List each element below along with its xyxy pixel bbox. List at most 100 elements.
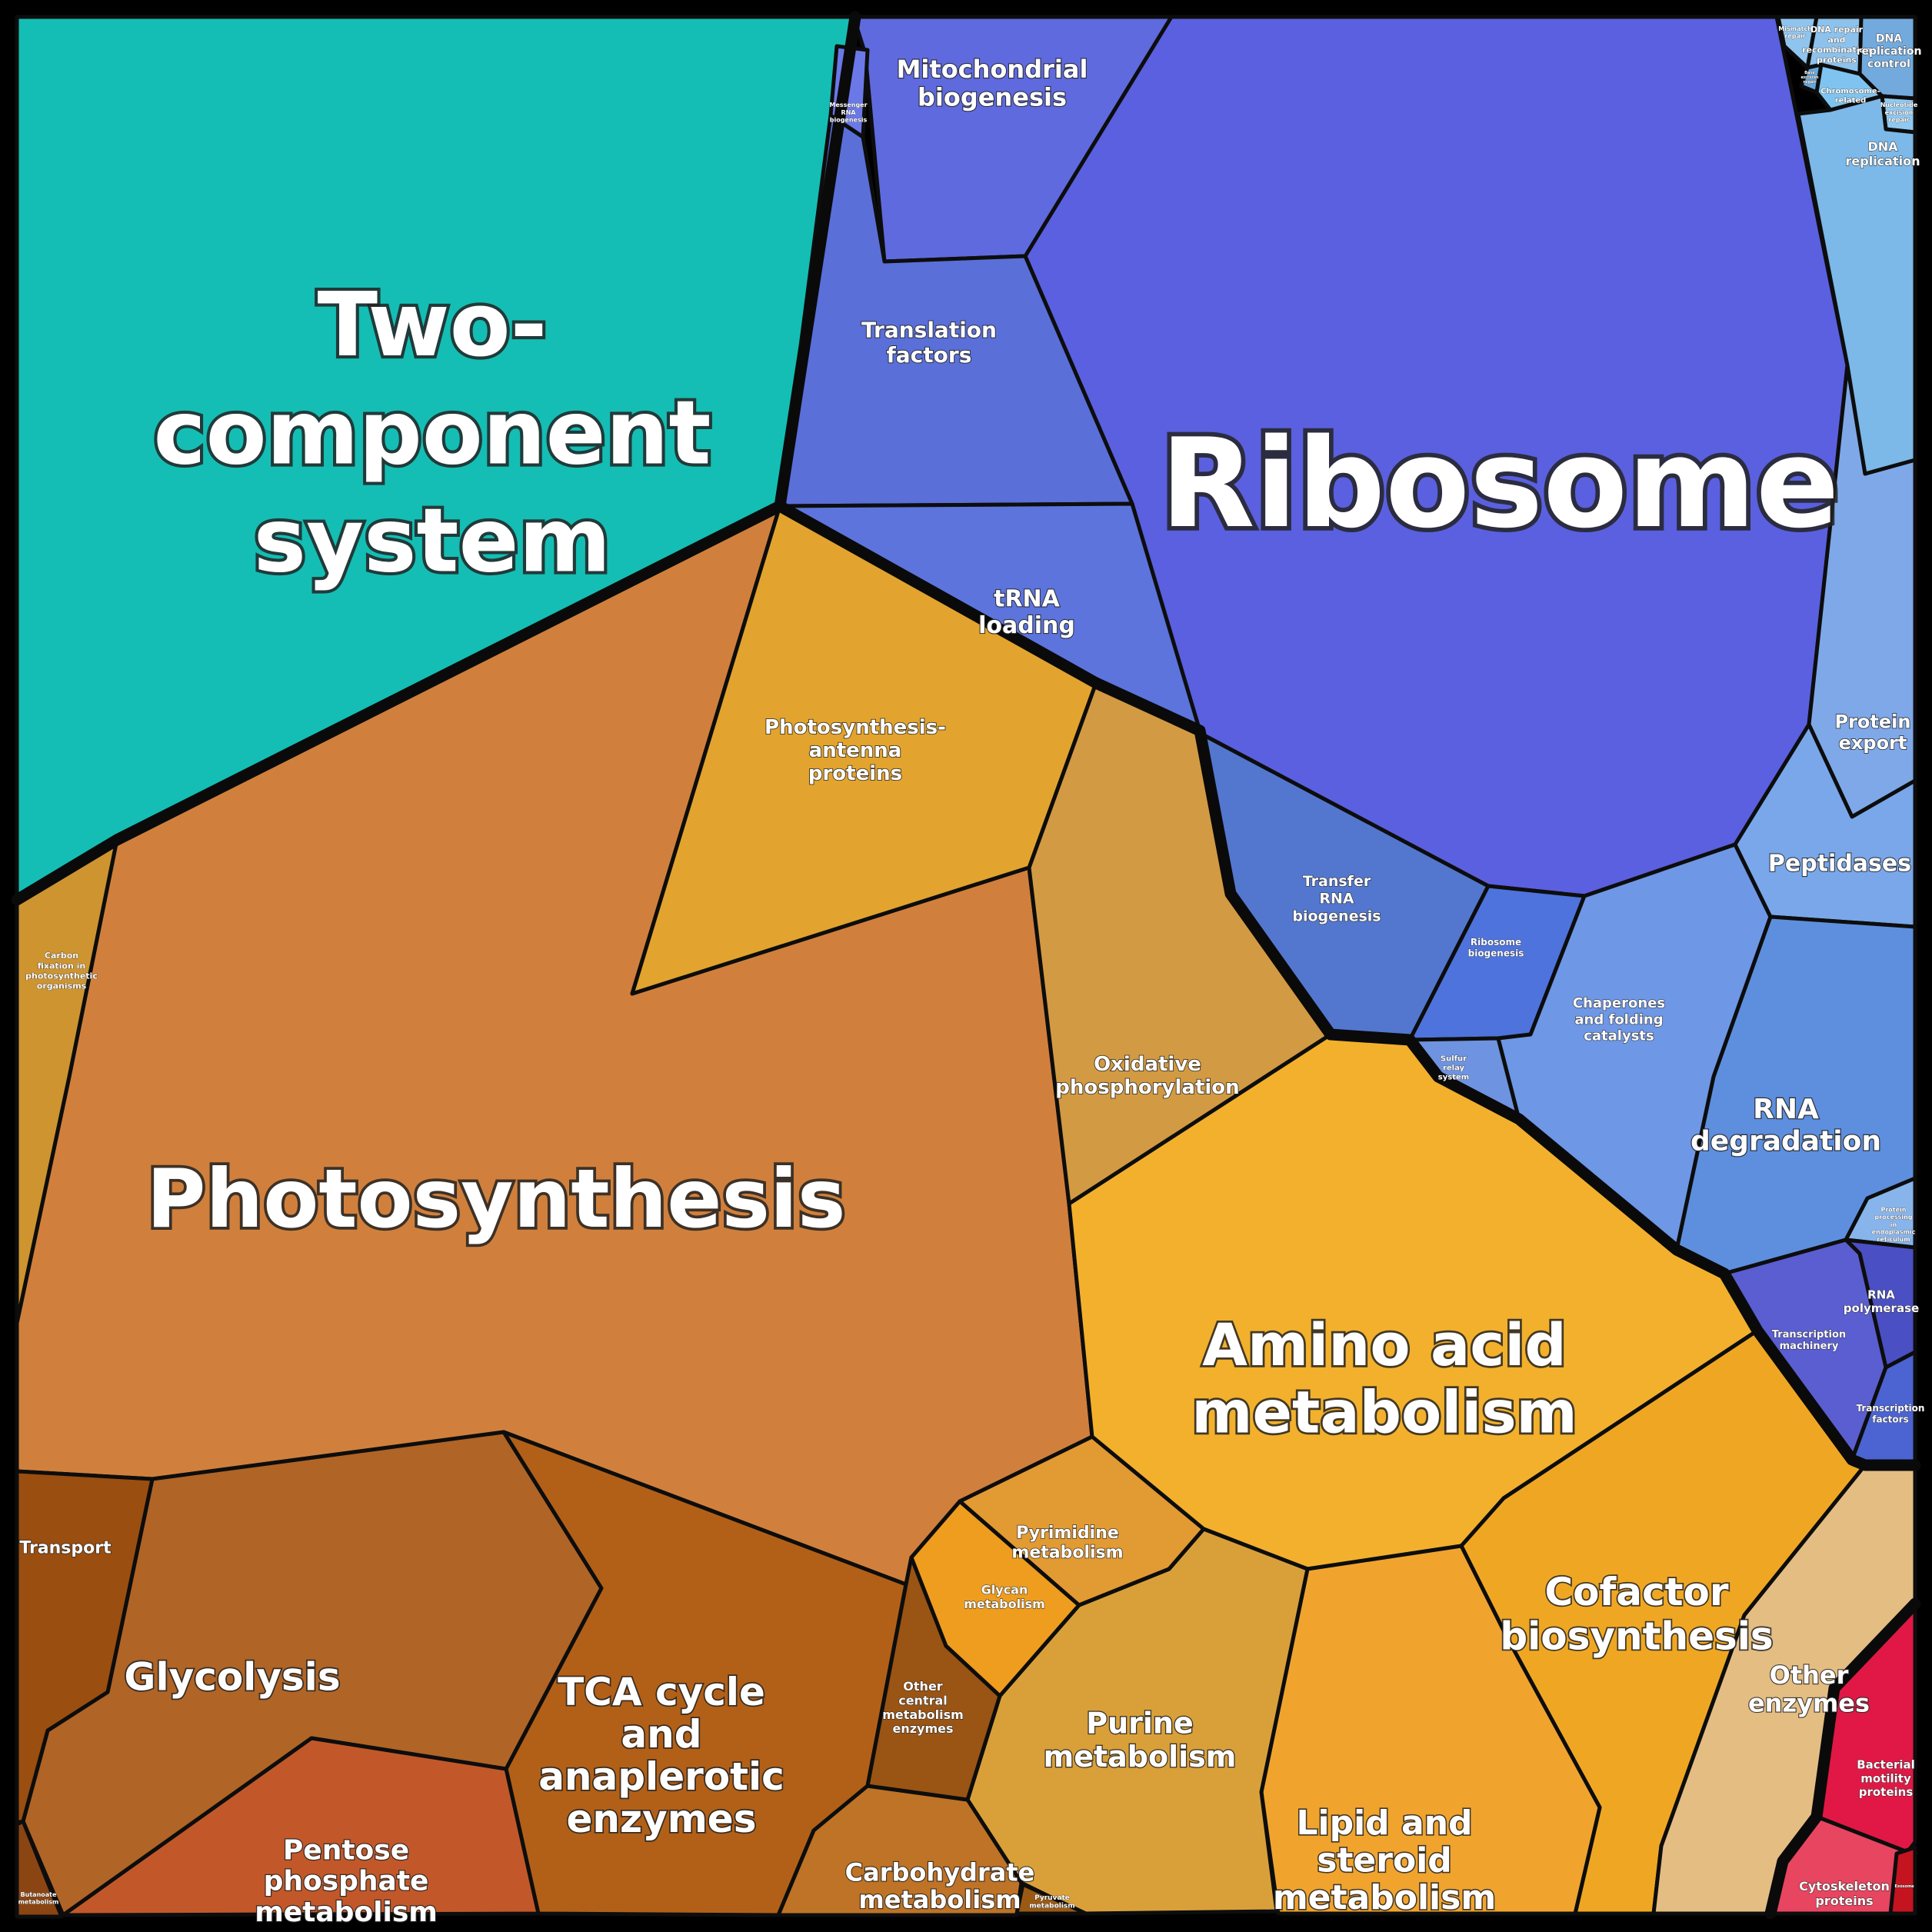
glycan-metabolism-label-line: Glycan bbox=[981, 1582, 1028, 1597]
mismatch-repair-label-line: Mismatch bbox=[1778, 25, 1812, 32]
transfer-rna-biogenesis-label-line: RNA bbox=[1319, 891, 1354, 908]
trna-loading-label-line: tRNA bbox=[994, 585, 1061, 612]
butanoate-metabolism-label: Butanoate metabolism bbox=[18, 1891, 59, 1906]
dna-replication-label-line: replication bbox=[1846, 154, 1920, 168]
other-enzymes-label-line: enzymes bbox=[1748, 1689, 1870, 1718]
sulfur-relay-system-label-line: relay bbox=[1443, 1064, 1465, 1073]
chromosome-related-label-line: related bbox=[1835, 97, 1867, 105]
other-central-metabolism-enzymes-label-line: central bbox=[898, 1693, 948, 1707]
dna-replication-label-line: DNA bbox=[1867, 139, 1898, 154]
transfer-rna-biogenesis-label-line: biogenesis bbox=[1292, 908, 1381, 924]
chromosome-related-label: Chromosome-related bbox=[1820, 88, 1880, 105]
other-central-metabolism-enzymes-label: Other central metabolism enzymes bbox=[882, 1679, 964, 1736]
orange-blue-boundary bbox=[774, 500, 1921, 1471]
rna-degradation-label: RNA degradation bbox=[1690, 1094, 1881, 1157]
butanoate-metabolism-label-line: Butanoate bbox=[21, 1891, 57, 1898]
dna-replication-control-label: DNA replication control bbox=[1857, 32, 1922, 70]
nucleotide-excision-repair-label-line: excision bbox=[1885, 109, 1914, 116]
trna-loading-label-line: loading bbox=[978, 612, 1075, 639]
exosome-label-line: Exosome bbox=[1894, 1884, 1914, 1889]
glycan-metabolism-cell[interactable] bbox=[909, 1499, 1081, 1698]
tca-cycle-label-line: TCA cycle bbox=[558, 1670, 765, 1714]
teal-blue-boundary bbox=[774, 11, 861, 512]
photosynthesis-label-line: Photosynthesis bbox=[146, 1152, 845, 1246]
tca-cycle-label-line: and bbox=[621, 1712, 701, 1757]
chaperones-folding-catalysts-label: Chaperones and folding catalysts bbox=[1573, 995, 1665, 1044]
pentose-phosphate-metabolism-label-line: Pentose bbox=[283, 1834, 409, 1866]
purine-metabolism-label: Purine metabolism bbox=[1044, 1706, 1237, 1774]
tca-cycle-label-line: enzymes bbox=[567, 1797, 757, 1841]
butanoate-metabolism-cell[interactable] bbox=[15, 1819, 64, 1919]
lipid-steroid-metabolism-label-line: metabolism bbox=[1273, 1878, 1496, 1917]
butanoate-metabolism-label-line: metabolism bbox=[18, 1899, 59, 1906]
purine-metabolism-label-line: metabolism bbox=[1044, 1740, 1237, 1774]
other-enzymes-label-line: Other bbox=[1770, 1661, 1849, 1690]
nucleotide-excision-repair-label: Nucleotide excision repair bbox=[1880, 102, 1918, 123]
carbon-fixation-label-line: organisms bbox=[37, 981, 87, 991]
protein-export-label-line: Protein bbox=[1835, 711, 1911, 733]
protein-processing-er-label-line: Protein bbox=[1881, 1207, 1907, 1214]
pentose-phosphate-metabolism-label-line: phosphate bbox=[264, 1866, 429, 1897]
cofactor-biosynthesis-label-line: biosynthesis bbox=[1500, 1614, 1773, 1658]
dna-repair-recombination-label-line: DNA repair bbox=[1810, 25, 1864, 35]
carbon-fixation-label-line: Carbon bbox=[45, 951, 78, 961]
cytoskeleton-proteins-label-line: proteins bbox=[1815, 1894, 1873, 1908]
carbon-fixation-label: Carbon fixation in photosynthetic organisms bbox=[25, 951, 98, 991]
translation-factors-label: Translation factors bbox=[861, 318, 997, 368]
peptidases-label: Peptidases bbox=[1768, 851, 1911, 878]
two-component-system-label-line: Two- bbox=[318, 274, 548, 377]
dna-replication-cell[interactable] bbox=[1796, 94, 1917, 476]
pyrimidine-metabolism-cell[interactable] bbox=[958, 1434, 1206, 1607]
nucleotide-excision-repair-label-line: Nucleotide bbox=[1880, 102, 1918, 108]
exosome-cell[interactable] bbox=[1888, 1845, 1917, 1916]
cytoskeleton-proteins-label-line: Cytoskeleton bbox=[1799, 1879, 1890, 1894]
messenger-rna-biogenesis-label-line: biogenesis bbox=[830, 116, 868, 123]
carbon-fixation-label-line: fixation in bbox=[38, 961, 86, 971]
base-excision-repair-label-line: Base bbox=[1804, 71, 1815, 75]
messenger-rna-biogenesis-label: Messenger RNA biogenesis bbox=[829, 102, 867, 123]
protein-processing-er-label-line: processing bbox=[1874, 1214, 1912, 1221]
rna-degradation-label-line: degradation bbox=[1690, 1125, 1881, 1157]
bacterial-motility-proteins-label-line: proteins bbox=[1859, 1785, 1914, 1799]
protein-processing-er-label: Protein processing in endoplasmic reticulum bbox=[1872, 1207, 1916, 1243]
carbohydrate-metabolism-label: Carbohydrate metabolism bbox=[845, 1857, 1035, 1914]
other-enzymes-label: Other enzymes bbox=[1748, 1661, 1870, 1718]
pyrimidine-metabolism-label-line: metabolism bbox=[1011, 1543, 1123, 1562]
trna-loading-label: tRNA loading bbox=[978, 585, 1075, 639]
base-excision-repair-label: Base excision repair bbox=[1801, 71, 1819, 85]
oxidative-phosphorylation-label-line: Oxidative bbox=[1094, 1053, 1201, 1076]
sulfur-relay-system-label-line: system bbox=[1438, 1074, 1469, 1082]
amino-acid-metabolism-label-line: Amino acid bbox=[1202, 1311, 1567, 1379]
transcription-factors-label-line: Transcription bbox=[1857, 1403, 1925, 1414]
category-boundaries bbox=[11, 11, 1921, 1920]
mitochondrial-biogenesis-label-line: Mitochondrial bbox=[897, 55, 1088, 84]
lipid-steroid-metabolism-label-line: steroid bbox=[1317, 1840, 1452, 1880]
photosynthesis-antenna-proteins-label: Photosynthesis-antenna proteins bbox=[764, 716, 946, 785]
sulfur-relay-system-label-line: Sulfur bbox=[1441, 1055, 1467, 1064]
glycan-metabolism-label: Glycan metabolism bbox=[964, 1582, 1045, 1611]
rna-polymerase-label: RNA polymerase bbox=[1844, 1287, 1919, 1315]
exosome-label: Exosome bbox=[1894, 1884, 1914, 1889]
messenger-rna-biogenesis-label-line: RNA bbox=[841, 109, 856, 116]
pentose-phosphate-metabolism-cell[interactable] bbox=[61, 1736, 541, 1917]
pyrimidine-metabolism-label-line: Pyrimidine bbox=[1016, 1524, 1119, 1543]
ribosome-biogenesis-label-line: Ribosome bbox=[1471, 937, 1521, 948]
lipid-steroid-metabolism-label-line: Lipid and bbox=[1296, 1804, 1472, 1843]
dna-repair-recombination-label: DNA repair and recombination proteins bbox=[1802, 25, 1871, 65]
transcription-factors-label-line: factors bbox=[1872, 1414, 1908, 1424]
two-component-system-label: Two-component system bbox=[153, 274, 711, 593]
mitochondrial-biogenesis-label-line: biogenesis bbox=[918, 83, 1067, 112]
transport-label: Transport bbox=[19, 1539, 112, 1558]
transcription-factors-label: Transcription factors bbox=[1857, 1403, 1925, 1424]
ribosome-label: Ribosome bbox=[1161, 411, 1840, 555]
treemap-labels: Two-component system Photosynthesis Ribosom… bbox=[18, 25, 1925, 1930]
transport-label-line: Transport bbox=[19, 1539, 112, 1558]
translation-factors-label-line: Translation bbox=[861, 318, 997, 343]
chaperones-folding-catalysts-label-line: and folding bbox=[1574, 1011, 1663, 1028]
transcription-machinery-label-line: Transcription bbox=[1772, 1329, 1846, 1341]
glycolysis-label-line: Glycolysis bbox=[124, 1655, 340, 1700]
pyruvate-metabolism-cell[interactable] bbox=[1014, 1882, 1088, 1916]
protein-processing-er-label-line: in bbox=[1890, 1221, 1897, 1228]
carbon-fixation-label-line: photosynthetic bbox=[25, 971, 98, 981]
